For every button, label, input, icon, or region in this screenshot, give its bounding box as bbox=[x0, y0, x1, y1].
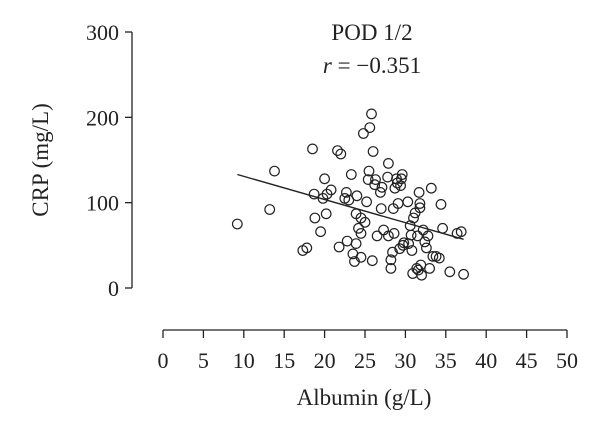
data-point bbox=[419, 236, 431, 248]
data-point bbox=[231, 218, 243, 230]
data-point bbox=[319, 173, 331, 185]
data-point bbox=[363, 165, 375, 177]
data-point bbox=[383, 230, 394, 242]
data-point bbox=[425, 182, 437, 194]
x-tick-label: 0 bbox=[158, 348, 169, 373]
data-point bbox=[405, 229, 417, 241]
data-point bbox=[351, 190, 363, 202]
x-tick-label: 35 bbox=[435, 348, 457, 373]
data-point bbox=[406, 245, 418, 256]
data-point bbox=[333, 241, 345, 253]
x-tick-label: 30 bbox=[394, 348, 416, 373]
data-point bbox=[424, 263, 436, 274]
data-point bbox=[444, 266, 456, 278]
x-tick-label: 40 bbox=[475, 348, 497, 373]
x-axis: 0 5 10 15 20 25 30 35 40 45 50 bbox=[158, 329, 578, 373]
x-tick-label: 25 bbox=[354, 348, 376, 373]
x-tick-label: 45 bbox=[516, 348, 538, 373]
data-point bbox=[341, 235, 353, 247]
data-point bbox=[375, 203, 387, 215]
x-tick-label: 20 bbox=[314, 348, 336, 373]
data-point bbox=[458, 268, 470, 280]
data-point bbox=[396, 173, 407, 185]
data-point bbox=[369, 179, 381, 191]
chart-title: POD 1/2 bbox=[331, 20, 412, 45]
data-point bbox=[422, 230, 434, 242]
data-point bbox=[413, 186, 425, 198]
data-point bbox=[315, 226, 327, 238]
y-tick-label: 200 bbox=[86, 105, 119, 130]
y-tick-label: 0 bbox=[108, 276, 119, 301]
data-point bbox=[335, 148, 347, 160]
data-point bbox=[455, 226, 467, 238]
x-tick-label: 50 bbox=[556, 348, 578, 373]
data-point bbox=[396, 169, 408, 180]
data-point bbox=[433, 252, 445, 264]
data-point bbox=[435, 198, 447, 210]
data-point bbox=[378, 224, 390, 236]
data-point bbox=[269, 165, 280, 177]
data-point bbox=[264, 204, 276, 215]
y-axis: 0 100 200 300 bbox=[86, 20, 133, 301]
trend-line bbox=[237, 173, 464, 241]
data-point bbox=[382, 171, 394, 183]
data-point bbox=[385, 254, 397, 266]
data-point bbox=[416, 269, 428, 281]
data-point bbox=[309, 212, 321, 224]
data-point bbox=[325, 184, 337, 196]
y-tick-label: 100 bbox=[86, 191, 119, 216]
data-point bbox=[402, 196, 414, 208]
x-tick-label: 5 bbox=[198, 348, 209, 373]
data-point bbox=[355, 251, 367, 263]
x-axis-label: Albumin (g/L) bbox=[297, 385, 432, 410]
data-point bbox=[376, 181, 388, 193]
data-point bbox=[427, 250, 439, 262]
data-point bbox=[370, 174, 381, 186]
data-point bbox=[408, 212, 419, 224]
correlation-variable: r bbox=[323, 53, 333, 78]
data-point bbox=[385, 263, 397, 274]
data-point bbox=[343, 194, 355, 206]
data-point bbox=[355, 227, 367, 239]
data-point bbox=[375, 186, 386, 198]
data-point bbox=[345, 169, 357, 180]
data-point bbox=[383, 157, 394, 169]
correlation-value: = −0.351 bbox=[332, 53, 421, 78]
y-tick-label: 300 bbox=[86, 20, 119, 45]
data-point bbox=[412, 230, 423, 242]
data-point bbox=[366, 108, 377, 120]
data-point bbox=[341, 186, 352, 198]
data-point bbox=[364, 122, 376, 133]
data-point bbox=[421, 242, 432, 254]
data-point bbox=[371, 230, 383, 242]
data-point bbox=[366, 255, 378, 267]
data-point bbox=[353, 222, 364, 234]
trend-line-group bbox=[237, 173, 464, 241]
data-point bbox=[388, 227, 400, 239]
correlation-annotation: r = −0.351 bbox=[323, 53, 421, 78]
data-point bbox=[358, 128, 369, 139]
data-point bbox=[359, 216, 371, 228]
x-tick-label: 10 bbox=[233, 348, 255, 373]
data-point bbox=[414, 198, 426, 209]
data-point bbox=[301, 242, 313, 254]
y-axis-label: CRP (mg/L) bbox=[28, 103, 53, 217]
data-point bbox=[414, 202, 426, 214]
x-tick-label: 15 bbox=[273, 348, 295, 373]
data-point bbox=[395, 180, 407, 192]
data-points bbox=[231, 108, 470, 281]
data-point bbox=[320, 208, 332, 220]
data-point bbox=[361, 196, 373, 208]
data-point bbox=[350, 238, 362, 250]
data-point bbox=[367, 146, 379, 157]
data-point bbox=[398, 237, 410, 249]
data-point bbox=[307, 143, 318, 155]
data-point bbox=[308, 188, 320, 200]
data-point bbox=[332, 145, 343, 157]
